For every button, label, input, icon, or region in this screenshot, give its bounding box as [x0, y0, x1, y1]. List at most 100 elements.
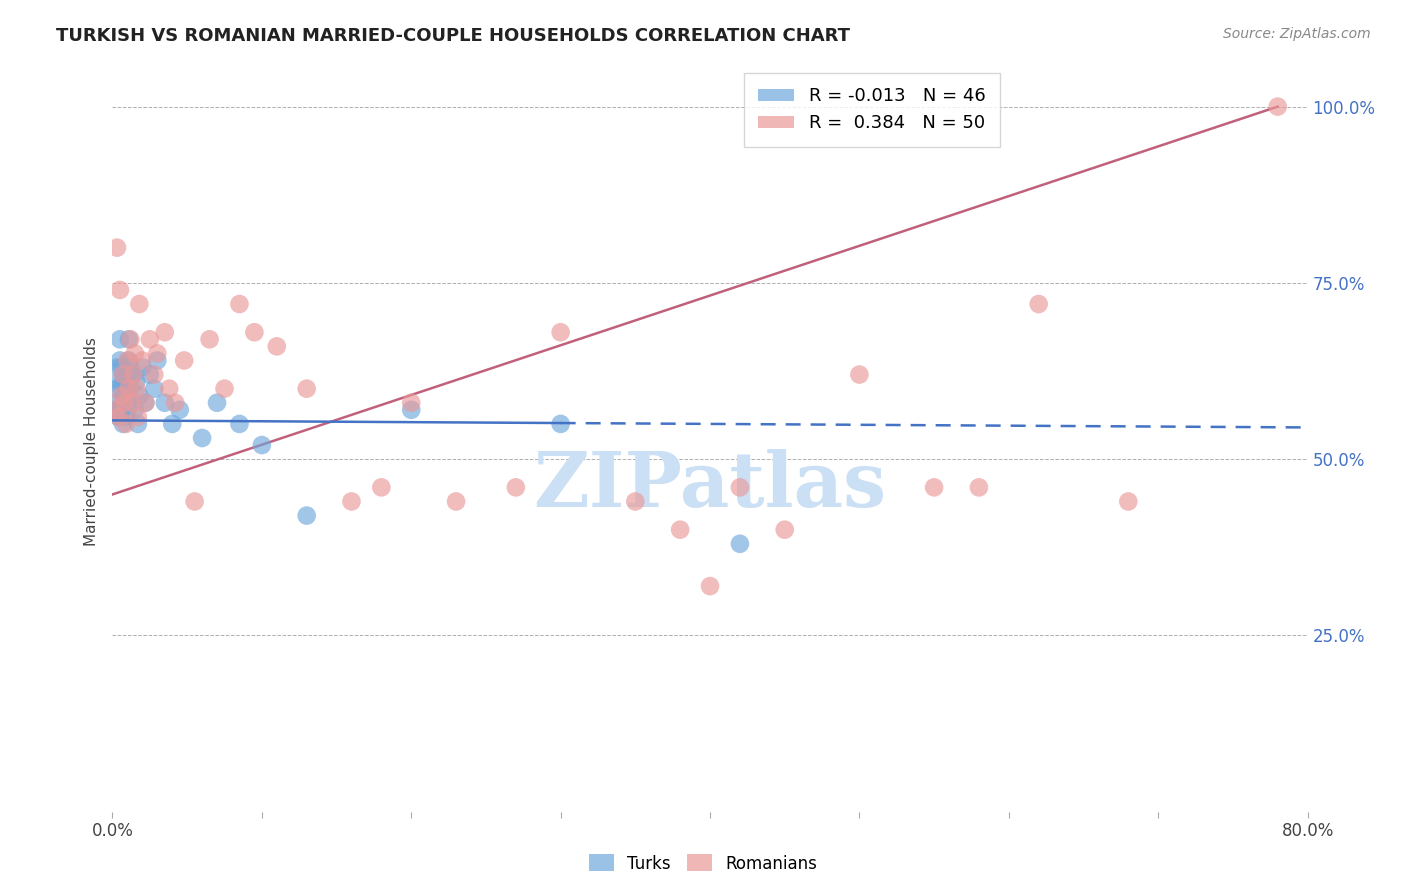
Text: TURKISH VS ROMANIAN MARRIED-COUPLE HOUSEHOLDS CORRELATION CHART: TURKISH VS ROMANIAN MARRIED-COUPLE HOUSE…: [56, 27, 851, 45]
Point: [214, 382, 236, 396]
Text: ZIPatlas: ZIPatlas: [533, 449, 887, 523]
Point: [105, 241, 128, 255]
Point: [153, 396, 176, 410]
Point: [128, 297, 150, 311]
Point: [104, 402, 127, 417]
Point: [121, 396, 143, 410]
Point: [550, 417, 572, 431]
Point: [1118, 494, 1140, 508]
Point: [107, 409, 129, 424]
Point: [198, 332, 221, 346]
Point: [127, 409, 149, 424]
Point: [134, 396, 156, 410]
Point: [124, 402, 146, 417]
Point: [153, 325, 176, 339]
Point: [110, 389, 132, 403]
Point: [169, 402, 191, 417]
Point: [120, 332, 142, 346]
Point: [114, 368, 135, 382]
Point: [728, 537, 751, 551]
Point: [110, 402, 132, 417]
Point: [173, 353, 195, 368]
Point: [121, 396, 143, 410]
Point: [773, 523, 796, 537]
Point: [108, 353, 131, 368]
Point: [111, 375, 134, 389]
Y-axis label: Married-couple Households: Married-couple Households: [83, 337, 98, 546]
Point: [146, 353, 169, 368]
Point: [118, 353, 141, 368]
Point: [128, 389, 150, 403]
Point: [139, 332, 162, 346]
Point: [143, 382, 166, 396]
Point: [699, 579, 721, 593]
Point: [124, 346, 146, 360]
Point: [228, 417, 250, 431]
Point: [111, 396, 134, 410]
Point: [131, 353, 153, 368]
Point: [191, 431, 214, 445]
Point: [183, 494, 205, 508]
Point: [108, 332, 131, 346]
Point: [1028, 297, 1050, 311]
Point: [118, 332, 141, 346]
Point: [143, 368, 166, 382]
Point: [115, 417, 138, 431]
Point: [295, 382, 318, 396]
Point: [162, 417, 183, 431]
Point: [111, 417, 134, 431]
Point: [550, 325, 572, 339]
Point: [922, 480, 945, 494]
Point: [118, 382, 141, 396]
Point: [139, 368, 162, 382]
Point: [728, 480, 751, 494]
Point: [243, 325, 266, 339]
Legend: Turks, Romanians: Turks, Romanians: [582, 847, 824, 880]
Point: [108, 283, 131, 297]
Point: [146, 346, 169, 360]
Point: [107, 396, 129, 410]
Point: [370, 480, 392, 494]
Point: [127, 417, 149, 431]
Point: [114, 396, 135, 410]
Point: [115, 382, 138, 396]
Point: [114, 389, 135, 403]
Point: [228, 297, 250, 311]
Legend: R = -0.013   N = 46, R =  0.384   N = 50: R = -0.013 N = 46, R = 0.384 N = 50: [744, 73, 1000, 147]
Point: [134, 396, 156, 410]
Point: [340, 494, 363, 508]
Point: [295, 508, 318, 523]
Point: [107, 409, 129, 424]
Point: [122, 368, 145, 382]
Point: [131, 360, 153, 375]
Point: [157, 382, 180, 396]
Point: [117, 353, 139, 368]
Point: [967, 480, 990, 494]
Point: [266, 339, 288, 353]
Point: [117, 375, 139, 389]
Point: [104, 402, 127, 417]
Point: [117, 402, 139, 417]
Point: [108, 375, 131, 389]
Point: [401, 396, 423, 410]
Point: [250, 438, 273, 452]
Point: [624, 494, 647, 508]
Point: [165, 396, 187, 410]
Point: [115, 409, 138, 424]
Point: [848, 368, 870, 382]
Point: [110, 382, 132, 396]
Point: [125, 375, 148, 389]
Point: [205, 396, 228, 410]
Point: [669, 523, 692, 537]
Point: [444, 494, 467, 508]
Point: [122, 368, 145, 382]
Point: [110, 360, 132, 375]
Point: [505, 480, 527, 494]
Point: [105, 382, 128, 396]
Point: [120, 360, 142, 375]
Point: [105, 360, 128, 375]
Point: [1267, 100, 1289, 114]
Point: [120, 382, 142, 396]
Point: [125, 382, 148, 396]
Point: [401, 402, 423, 417]
